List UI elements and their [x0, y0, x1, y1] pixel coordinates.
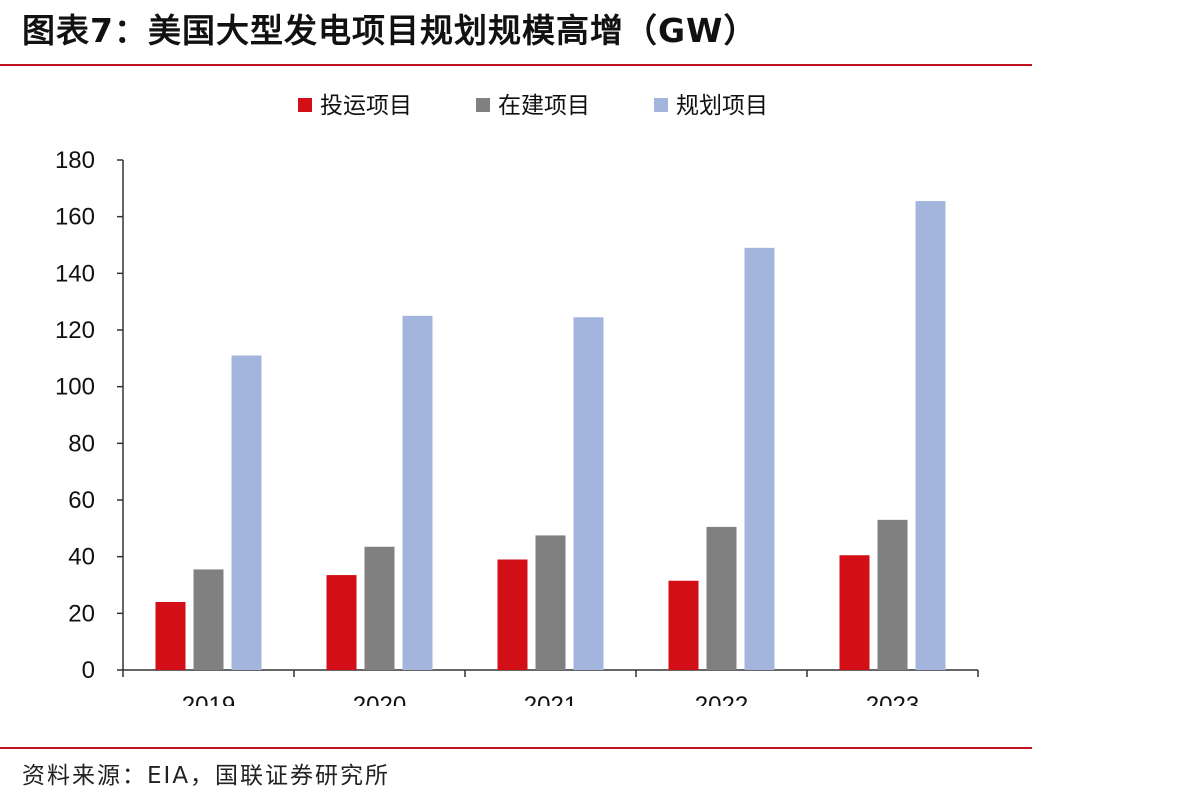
x-tick-label: 2021 [524, 692, 577, 706]
x-tick-label: 2022 [695, 692, 748, 706]
y-tick-label: 20 [68, 600, 95, 627]
bar [402, 315, 433, 670]
bar [193, 569, 224, 670]
y-tick-label: 80 [68, 430, 95, 457]
x-axis: 2019 2020 2021 2022 2023 [122, 669, 979, 706]
bar [535, 535, 566, 670]
y-tick-label: 140 [55, 260, 95, 287]
y-tick-label: 100 [55, 374, 95, 401]
bar [364, 546, 395, 670]
y-tick-label: 120 [55, 317, 95, 344]
source-note: 资料来源：EIA，国联证券研究所 [22, 763, 391, 789]
y-tick-label: 0 [82, 657, 95, 684]
chart-title: 图表7：美国大型发电项目规划规模高增（GW） [22, 11, 758, 50]
legend-swatch [298, 98, 312, 112]
legend-label: 规划项目 [676, 93, 768, 119]
bar [915, 201, 946, 671]
y-tick-label: 40 [68, 544, 95, 571]
bar [573, 317, 604, 670]
x-tick-label: 2019 [182, 692, 235, 706]
x-tick-label: 2020 [353, 692, 406, 706]
y-axis: 0 20 40 60 80 100 120 140 160 180 [55, 147, 124, 684]
y-tick-label: 60 [68, 487, 95, 514]
bars [155, 201, 946, 671]
x-tick-label: 2023 [866, 692, 919, 706]
legend-swatch [654, 98, 668, 112]
legend-label: 在建项目 [498, 93, 590, 119]
bar [326, 575, 357, 670]
legend-swatch [476, 98, 490, 112]
source-rule [0, 747, 1032, 749]
bar [155, 602, 186, 670]
bar [668, 580, 699, 670]
bar [877, 519, 908, 670]
y-tick-label: 160 [55, 204, 95, 231]
bar [497, 559, 528, 670]
bar [231, 355, 262, 670]
bar [706, 526, 737, 670]
bar [744, 247, 775, 671]
title-rule [0, 64, 1032, 66]
legend: 投运项目 在建项目 规划项目 [298, 93, 768, 119]
legend-label: 投运项目 [320, 93, 412, 119]
bar-chart: 投运项目 在建项目 规划项目 0 20 40 60 80 100 120 140 160 180 20… [55, 93, 979, 706]
y-tick-label: 180 [55, 147, 95, 174]
bar [839, 555, 870, 670]
